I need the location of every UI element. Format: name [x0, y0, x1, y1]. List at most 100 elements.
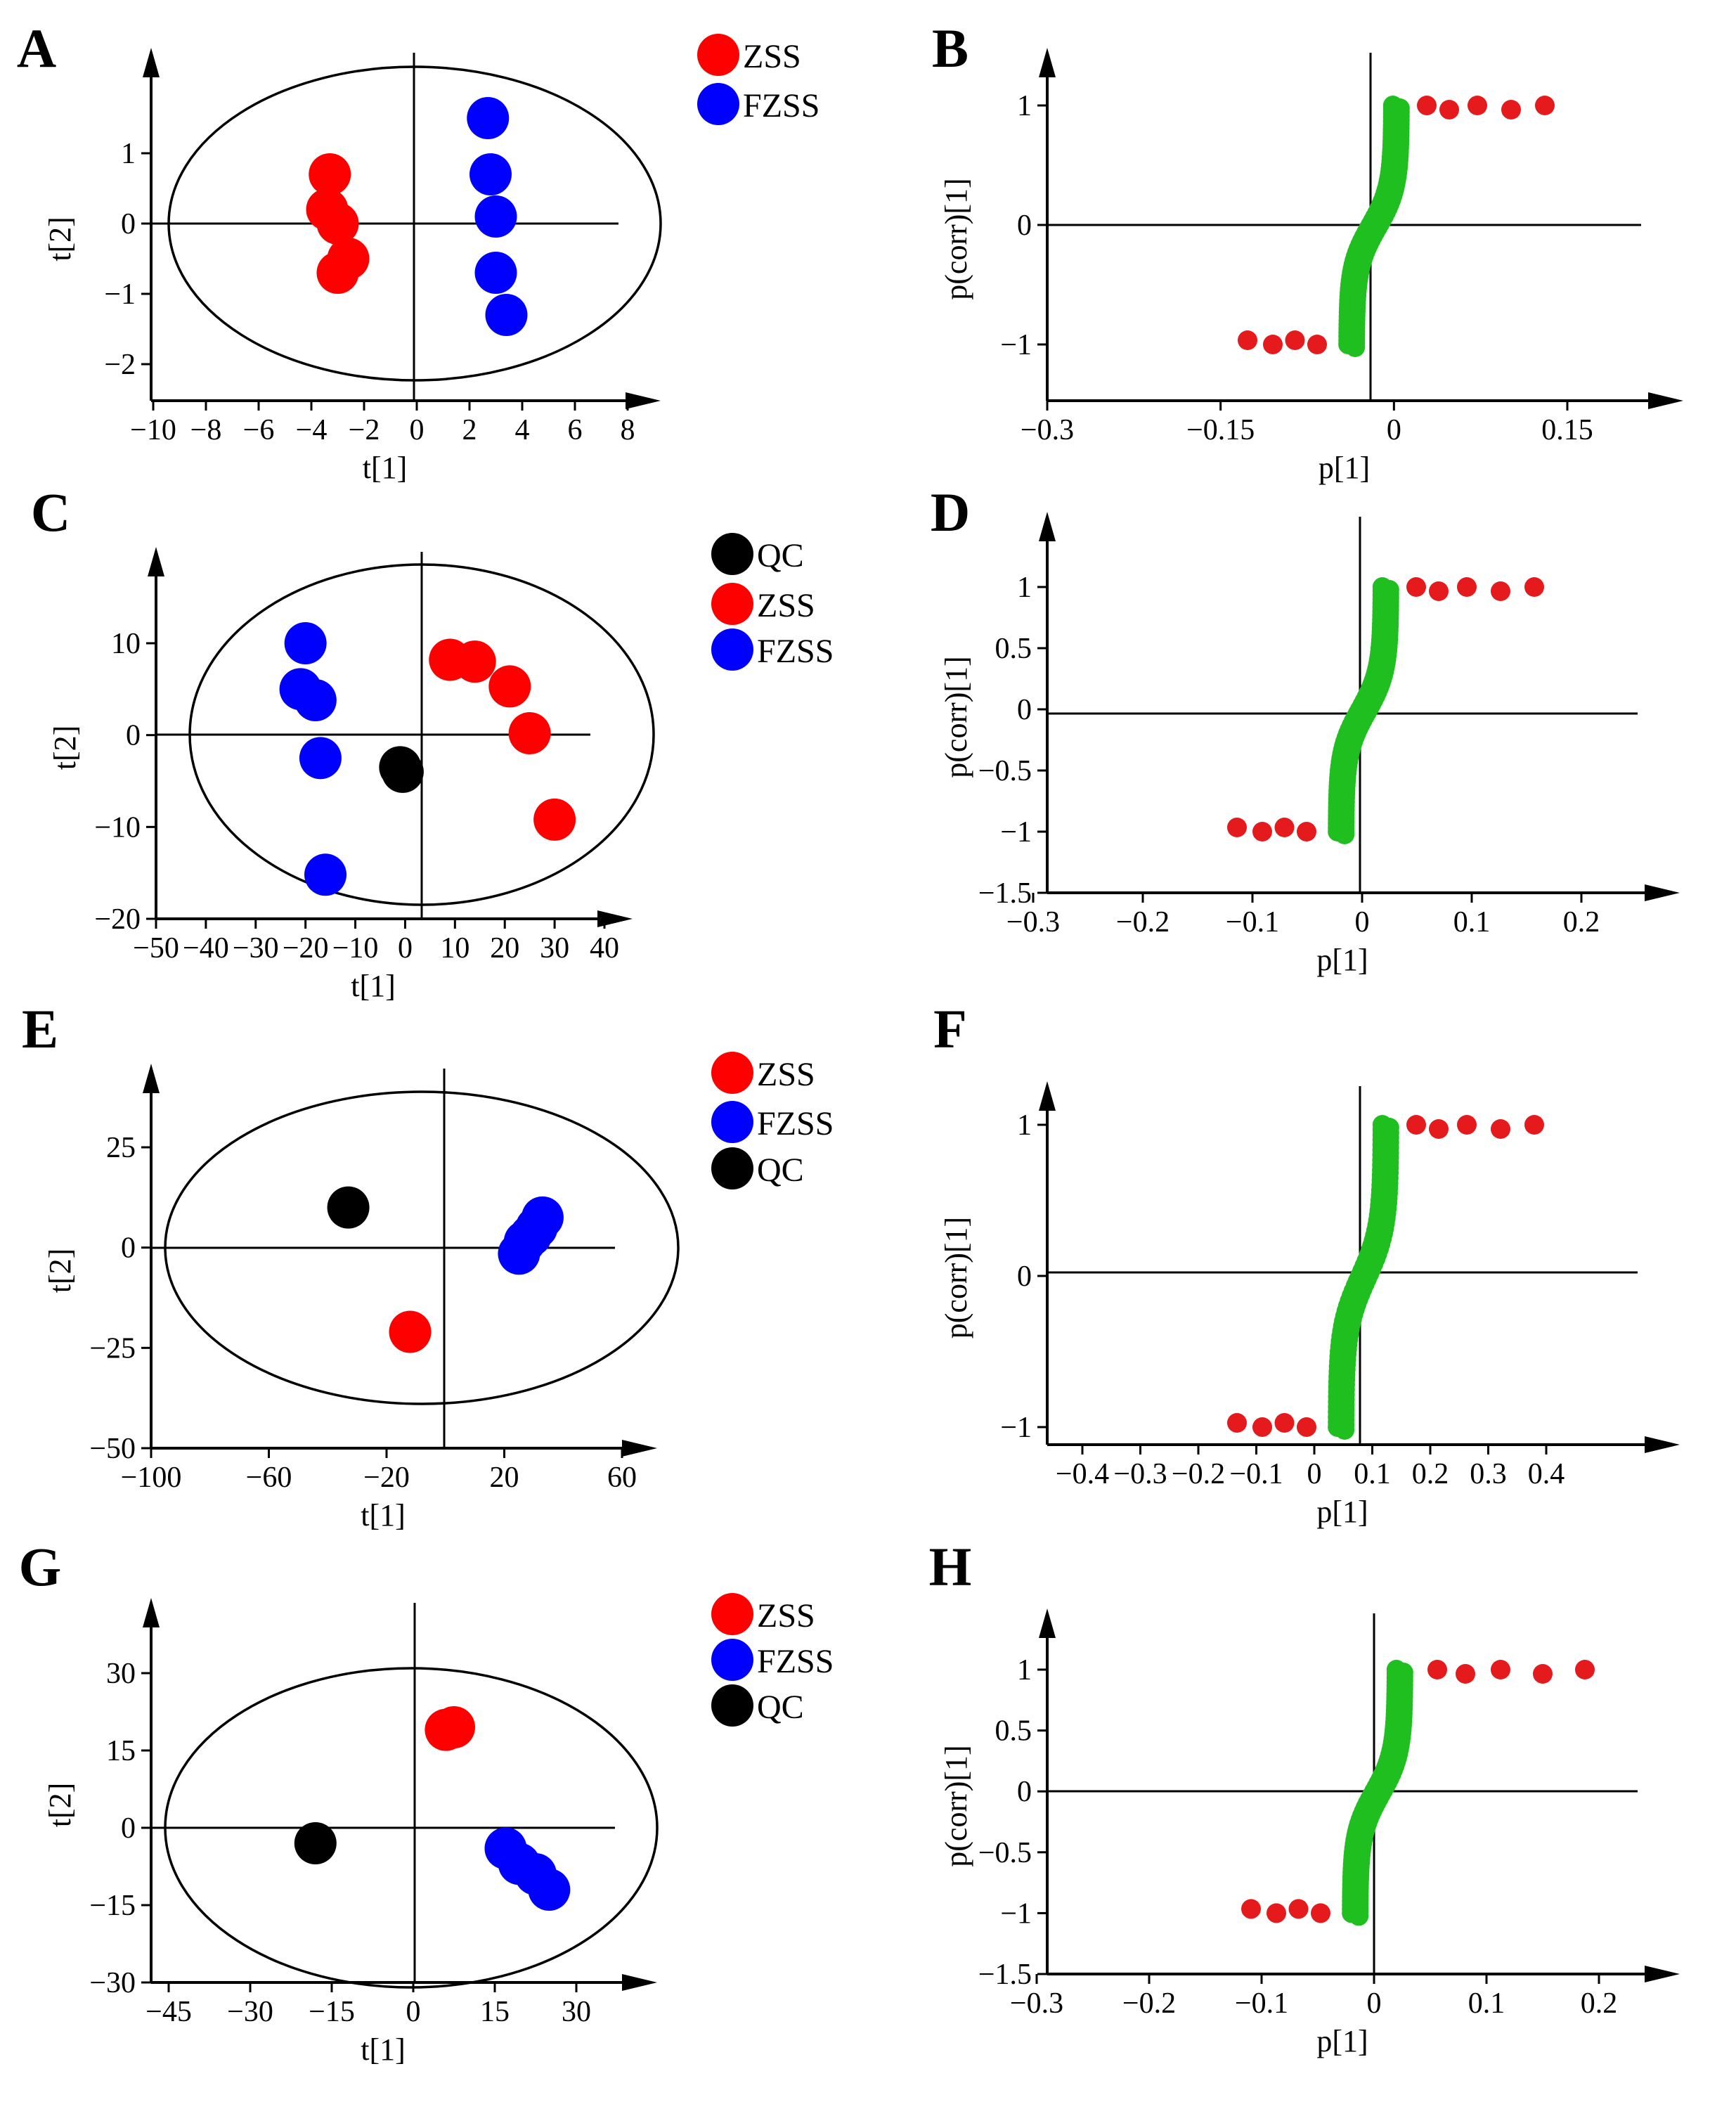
x-tick-label: −100: [121, 1462, 182, 1494]
y-tick-label: −30: [89, 1967, 136, 1999]
panel-letter: E: [22, 998, 58, 1059]
panel-B: B −0.3 −0.15 0 0.15 −1 0 1 p[1] p(corr)[1]: [932, 18, 1683, 485]
loading-point: [1457, 577, 1477, 597]
loading-point: [1429, 1119, 1449, 1139]
x-tick-label: 0.2: [1563, 906, 1600, 939]
point-fzss: [294, 679, 337, 722]
panel-G: G −45 −30 −15 0 15 30 −30 −15 0 15 30 t[1] t[2] ZSS FZS…: [19, 1536, 834, 2067]
loading-point: [1267, 1903, 1286, 1923]
loading-point: [1252, 822, 1272, 841]
y-tick-label: 10: [111, 628, 141, 660]
panel-letter: F: [933, 998, 967, 1059]
y-axis-title: t[2]: [43, 217, 77, 262]
y-axis-arrow: [1039, 48, 1056, 77]
legend-marker-fzss: [697, 83, 739, 125]
x-tick-label: −20: [363, 1462, 410, 1494]
y-tick-label: 0: [126, 720, 141, 752]
x-tick-label: 60: [607, 1462, 637, 1494]
x-tick-label: −40: [183, 932, 229, 965]
loading-point: [1241, 1899, 1261, 1919]
y-tick-label: −1: [1000, 1412, 1032, 1444]
point-fzss: [299, 737, 342, 780]
loading-point: [1238, 330, 1257, 350]
x-axis-arrow: [622, 1440, 657, 1457]
y-tick-label: −0.5: [978, 755, 1032, 787]
x-tick-label: −6: [243, 414, 275, 446]
loading-point: [1285, 330, 1305, 350]
panel-letter: B: [932, 18, 969, 79]
y-axis-arrow: [143, 1064, 160, 1093]
legend-marker-qc: [711, 1147, 753, 1189]
x-tick-label: −0.4: [1056, 1458, 1109, 1490]
y-tick-label: 0: [1017, 209, 1032, 242]
legend-label-fzss: FZSS: [743, 87, 820, 124]
loading-point: [1263, 335, 1283, 354]
point-fzss: [469, 153, 512, 195]
x-axis-title: p[1]: [1316, 943, 1368, 977]
y-tick-label: −20: [94, 903, 141, 936]
x-tick-label: 0.4: [1528, 1458, 1565, 1490]
x-tick-label: 0.3: [1470, 1458, 1507, 1490]
loading-point: [1311, 1903, 1330, 1923]
point-zss: [533, 798, 576, 841]
panel-letter: A: [17, 18, 56, 79]
x-tick-label: 0.1: [1354, 1458, 1391, 1490]
x-axis-arrow: [1645, 1966, 1680, 1982]
y-tick-label: 0: [121, 208, 136, 240]
y-tick-label: −1.5: [978, 1959, 1032, 1991]
y-axis-title: t[2]: [43, 1783, 77, 1828]
loading-point: [1457, 1115, 1477, 1135]
y-axis-arrow: [1039, 1608, 1056, 1638]
point-zss: [316, 252, 359, 294]
y-tick-label: 0: [121, 1812, 136, 1845]
x-tick-label: −0.3: [1006, 906, 1060, 939]
y-axis-arrow: [1039, 1081, 1056, 1111]
x-tick-label: −30: [233, 932, 279, 965]
x-tick-label: 4: [515, 414, 530, 446]
loading-point: [1439, 100, 1459, 120]
loading-point: [1491, 1119, 1510, 1139]
x-axis-title: t[1]: [351, 969, 396, 1003]
legend-label-fzss: FZSS: [757, 1105, 834, 1142]
hotelling-ellipse: [188, 563, 655, 906]
loading-point: [1575, 1660, 1595, 1679]
x-axis-arrow: [1645, 1436, 1680, 1453]
point-fzss: [528, 1869, 571, 1911]
y-axis-arrow: [143, 1598, 160, 1627]
y-tick-label: −1: [1000, 329, 1032, 361]
y-tick-label: −0.5: [978, 1837, 1032, 1869]
hotelling-ellipse: [167, 65, 662, 382]
legend-label-zss: ZSS: [757, 587, 815, 624]
legend-label-qc: QC: [757, 537, 804, 574]
loading-point: [1297, 1417, 1316, 1437]
panel-C: C−50 −40 −30 −20 −10 0 10 20 30 40−20−10010t[1]t[…: [31, 482, 834, 1003]
x-axis-arrow: [1645, 884, 1680, 901]
legend-label-fzss: FZSS: [757, 1643, 834, 1680]
panel-F: F −0.4 −0.3 −0.2 −0.1 0 0.1 0.2 0.3 0.4 −1 0 1 p[1] p(…: [933, 998, 1680, 1529]
loading-point: [1406, 1115, 1426, 1135]
y-tick-label: 0: [1017, 694, 1032, 726]
y-axis-arrow: [143, 48, 160, 77]
loading-point: [1429, 581, 1449, 601]
x-tick-label: 2: [462, 414, 477, 446]
x-tick-label: 0.15: [1541, 414, 1593, 446]
point-zss: [508, 712, 551, 755]
point-fzss: [474, 195, 517, 238]
loading-point: [1491, 581, 1510, 601]
legend-label-fzss: FZSS: [757, 633, 834, 670]
y-tick-label: 30: [106, 1658, 136, 1690]
loading-point: [1524, 577, 1544, 597]
loading-point: [1274, 1413, 1295, 1433]
point-zss: [389, 1310, 432, 1353]
legend-marker-zss: [711, 1052, 753, 1094]
x-tick-label: 0: [406, 1996, 421, 2028]
x-tick-label: 0.1: [1453, 906, 1491, 939]
x-tick-label: 20: [490, 1462, 519, 1494]
panel-letter: C: [31, 482, 70, 543]
x-tick-label: 30: [562, 1996, 591, 2028]
x-tick-label: 8: [621, 414, 635, 446]
hotelling-ellipse: [164, 1667, 659, 1989]
loading-point: [1227, 818, 1247, 837]
x-tick-label: 0: [1387, 414, 1401, 446]
